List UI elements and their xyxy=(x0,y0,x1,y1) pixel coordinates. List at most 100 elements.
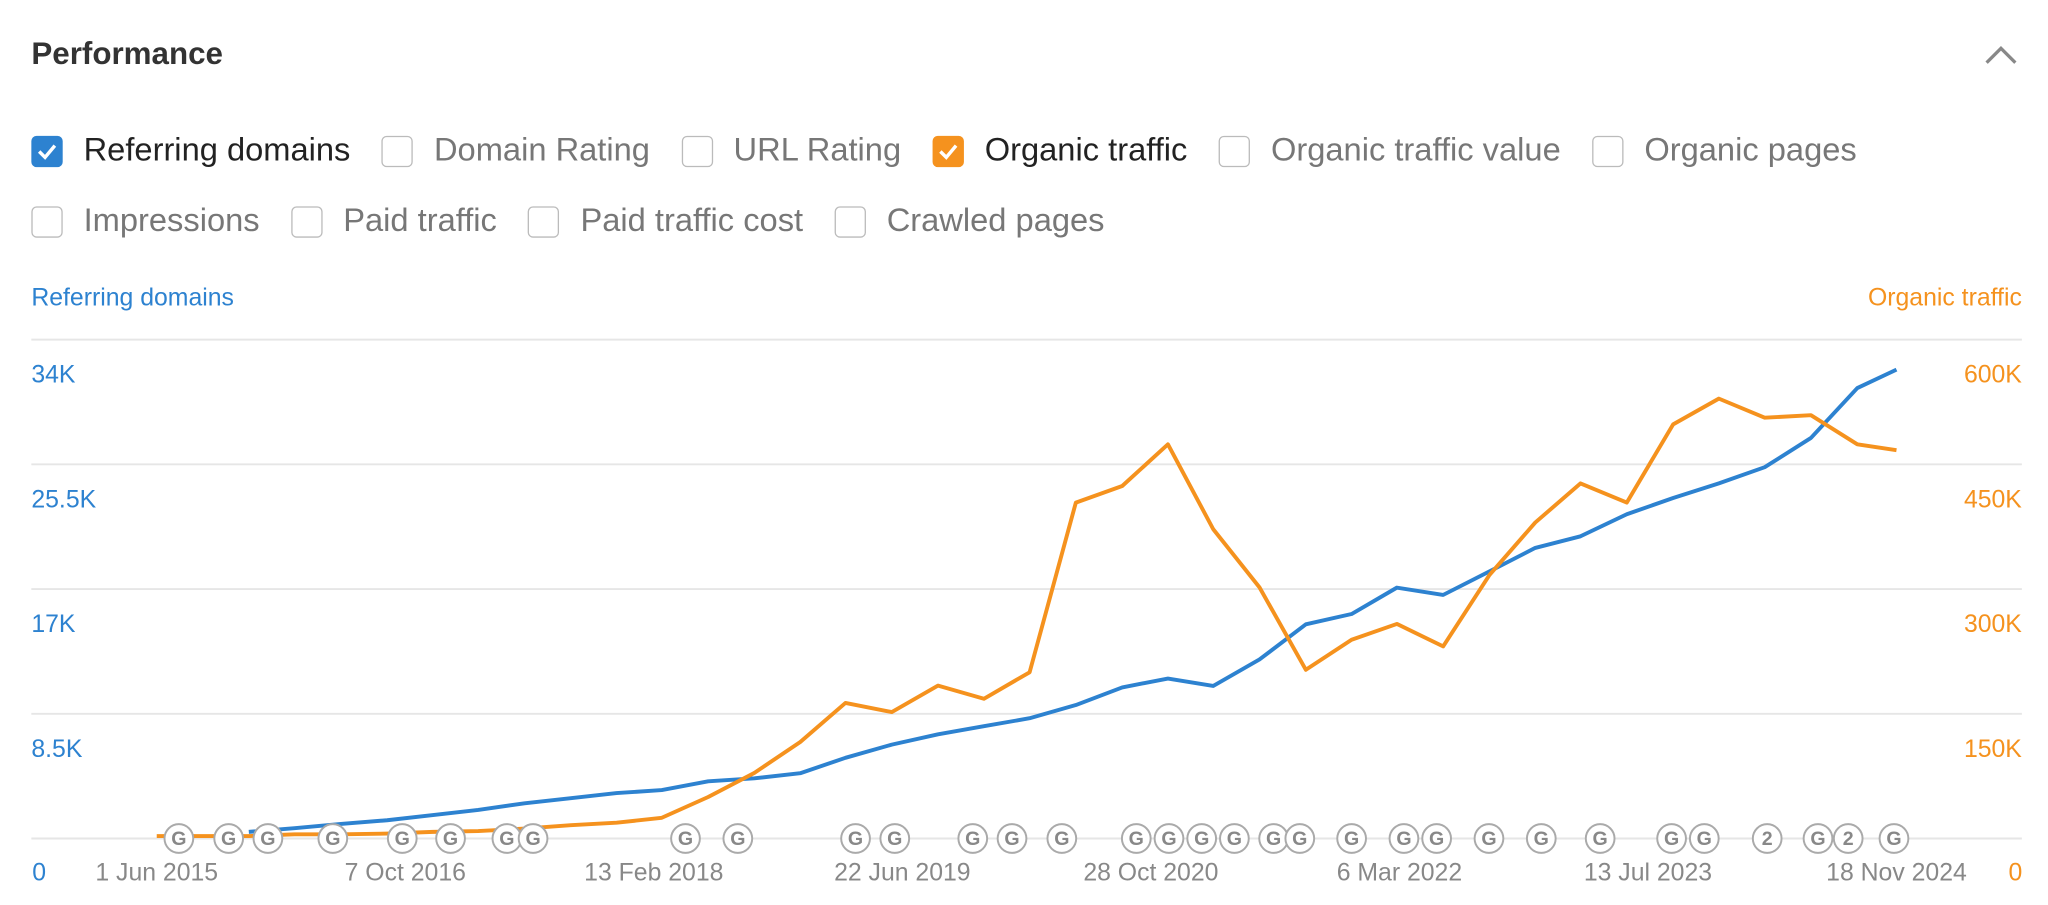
marker-label: G xyxy=(1344,828,1359,850)
option-label: Paid traffic xyxy=(343,202,497,240)
y-tick-label: 25.5K xyxy=(31,486,96,513)
checkbox[interactable] xyxy=(31,205,63,238)
update-marker[interactable]: G xyxy=(1336,823,1367,854)
update-marker[interactable]: G xyxy=(163,823,195,854)
option-label: Impressions xyxy=(83,202,260,240)
update-marker[interactable]: G xyxy=(1046,823,1078,854)
marker-label: G xyxy=(1429,828,1444,850)
y-tick-label: 0 xyxy=(32,859,46,886)
checkbox[interactable] xyxy=(528,205,560,238)
marker-label: G xyxy=(1697,828,1712,850)
marker-circle xyxy=(996,823,1028,854)
update-marker[interactable]: G xyxy=(1284,823,1316,854)
update-marker[interactable]: G xyxy=(1525,823,1557,854)
update-marker[interactable]: G xyxy=(1421,823,1452,854)
update-marker[interactable]: G xyxy=(996,823,1028,854)
update-marker[interactable]: G xyxy=(670,823,701,854)
update-marker[interactable]: G xyxy=(840,823,871,854)
marker-circle xyxy=(1584,823,1616,854)
marker-circle xyxy=(1153,823,1185,854)
update-marker[interactable]: G xyxy=(1258,823,1289,854)
marker-label: G xyxy=(730,828,745,850)
update-marker[interactable]: G xyxy=(517,823,549,854)
x-tick-label: 18 Nov 2024 xyxy=(1826,859,1967,886)
update-marker[interactable]: G xyxy=(1656,823,1687,854)
metric-checkbox[interactable]: Organic pages xyxy=(1592,132,1857,170)
marker-label: G xyxy=(1481,828,1496,850)
metric-checkbox[interactable]: Organic traffic xyxy=(932,132,1187,170)
checkbox[interactable] xyxy=(681,135,713,167)
y-tick-label: 34K xyxy=(31,362,76,389)
metric-checkbox[interactable]: Organic traffic value xyxy=(1218,131,1561,170)
update-marker[interactable]: G xyxy=(1120,823,1152,854)
marker-label: 2 xyxy=(1762,828,1773,850)
update-marker[interactable]: G xyxy=(252,823,284,854)
update-marker[interactable]: G xyxy=(1388,823,1420,854)
marker-label: G xyxy=(1534,828,1549,850)
update-marker[interactable]: G xyxy=(879,823,911,854)
marker-circle xyxy=(722,823,754,854)
update-marker[interactable]: G xyxy=(1688,823,1720,854)
update-marker[interactable]: G xyxy=(435,823,466,854)
update-marker[interactable]: G xyxy=(1802,823,1834,854)
marker-label: G xyxy=(1396,828,1411,850)
marker-circle xyxy=(1802,823,1834,854)
metric-checkbox[interactable]: Crawled pages xyxy=(834,202,1105,240)
marker-label: G xyxy=(1664,828,1679,850)
marker-label: G xyxy=(1886,828,1901,850)
marker-label: 2 xyxy=(1843,828,1854,850)
marker-circle xyxy=(1219,823,1250,854)
marker-circle xyxy=(1388,823,1420,854)
checkbox[interactable] xyxy=(1218,135,1251,167)
metric-checkbox[interactable]: Paid traffic cost xyxy=(528,202,803,240)
x-tick-label: 22 Jun 2019 xyxy=(834,859,971,886)
marker-circle xyxy=(163,823,195,854)
y2-axis-title: Organic traffic xyxy=(1868,285,2022,312)
marker-circle xyxy=(1688,823,1720,854)
metric-checkbox[interactable]: Referring domains xyxy=(31,132,350,170)
checkbox[interactable] xyxy=(1592,135,1624,167)
update-marker[interactable]: G xyxy=(1219,823,1250,854)
checkbox[interactable] xyxy=(381,135,414,167)
update-marker[interactable]: G xyxy=(491,823,523,854)
update-marker[interactable]: 2 xyxy=(1832,823,1864,854)
checkbox[interactable] xyxy=(932,135,964,167)
collapse-button[interactable] xyxy=(1983,42,2022,68)
metric-checkbox[interactable]: Domain Rating xyxy=(381,132,650,170)
checkbox[interactable] xyxy=(290,205,323,238)
series-line xyxy=(248,367,1898,834)
marker-label: G xyxy=(965,828,980,850)
marker-label: G xyxy=(1194,828,1209,850)
update-marker[interactable]: G xyxy=(317,823,349,854)
update-marker[interactable]: G xyxy=(1584,823,1616,854)
check-mark xyxy=(37,143,57,160)
update-marker[interactable]: G xyxy=(1186,823,1218,854)
update-marker[interactable]: G xyxy=(957,823,989,854)
panel-title: Performance xyxy=(31,36,223,72)
marker-circle xyxy=(1656,823,1687,854)
marker-label: G xyxy=(1593,828,1608,850)
update-marker[interactable]: G xyxy=(386,823,418,854)
checkbox[interactable] xyxy=(834,205,866,238)
update-marker[interactable]: G xyxy=(1878,823,1910,854)
metric-checkbox[interactable]: URL Rating xyxy=(681,132,901,170)
marker-circle xyxy=(1751,823,1783,854)
marker-circle xyxy=(386,823,418,854)
metric-checkbox[interactable]: Paid traffic xyxy=(290,202,497,240)
marker-circle xyxy=(1473,823,1505,854)
checkbox[interactable] xyxy=(31,135,63,167)
option-label: Organic traffic value xyxy=(1270,131,1561,169)
marker-label: G xyxy=(1054,828,1069,850)
marker-label: G xyxy=(499,828,514,850)
update-marker[interactable]: G xyxy=(1153,823,1185,854)
update-marker[interactable]: G xyxy=(1473,823,1505,854)
option-label: Organic traffic xyxy=(984,131,1188,169)
marker-circle xyxy=(1284,823,1316,854)
update-marker[interactable]: 2 xyxy=(1751,823,1783,854)
marker-label: G xyxy=(1292,828,1307,850)
update-marker[interactable]: G xyxy=(722,823,754,854)
update-marker[interactable]: G xyxy=(213,823,245,854)
metric-checkbox[interactable]: Impressions xyxy=(31,202,260,240)
y2-tick-label: 150K xyxy=(1964,736,2022,763)
